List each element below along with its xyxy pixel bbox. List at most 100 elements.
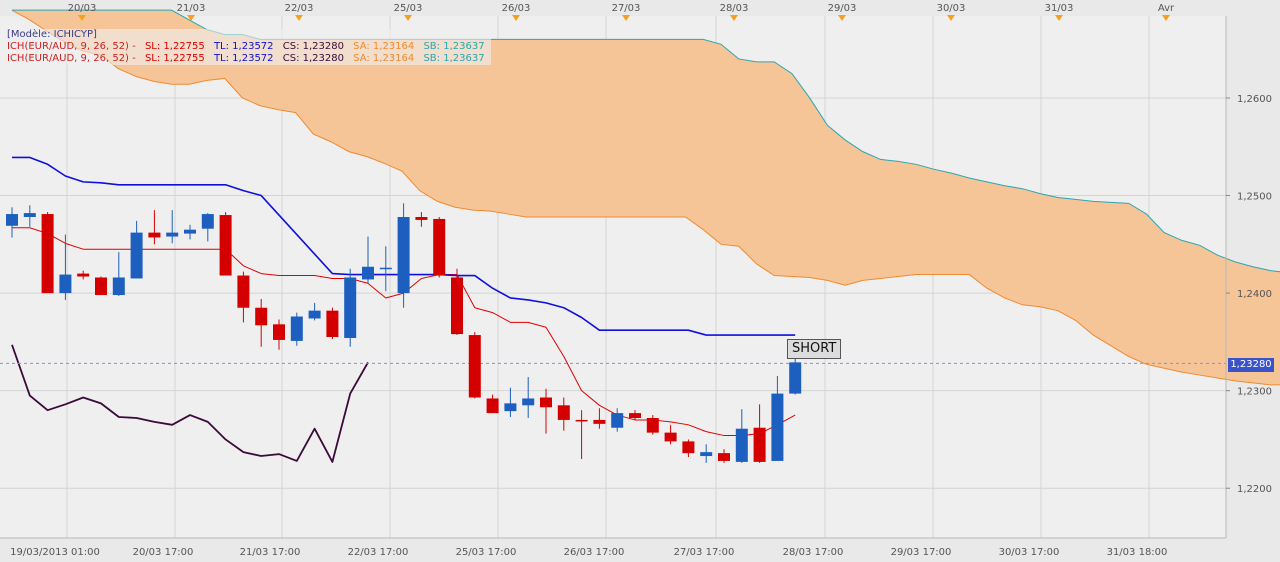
bottom-axis-time-label: 31/03 18:00 (1107, 547, 1168, 558)
candle-body (219, 215, 232, 276)
candle-body (735, 428, 748, 462)
bottom-axis-time-label: 25/03 17:00 (456, 547, 517, 558)
candle (433, 216, 446, 278)
price-tick-label: 1,2500 (1237, 192, 1272, 203)
price-tick-label: 1,2400 (1237, 289, 1272, 300)
date-marker-triangle (404, 15, 412, 21)
legend-tl: TL: 1,23572 (213, 53, 274, 64)
candle-body (184, 229, 196, 234)
short-signal-label[interactable]: SHORT (787, 339, 842, 359)
candle (237, 271, 250, 323)
date-marker-triangle (512, 15, 520, 21)
candle-body (646, 417, 659, 433)
candle-body (344, 277, 357, 338)
candle-body (95, 277, 107, 296)
legend-sl: SL: 1,22755 (144, 53, 205, 64)
candle (646, 415, 659, 435)
candle-body (664, 432, 677, 442)
bottom-axis-time-label: 19/03/2013 01:00 (10, 547, 100, 558)
candle (415, 212, 428, 227)
bottom-axis-time-label: 28/03 17:00 (783, 547, 844, 558)
candle (290, 312, 303, 346)
candle (148, 210, 161, 245)
chikou-span-line (11, 344, 369, 463)
legend-sa: SA: 1,23164 (353, 41, 415, 52)
bottom-axis-time-label: 27/03 17:00 (674, 547, 735, 558)
candle (273, 319, 285, 350)
candle-body (468, 335, 481, 398)
candle-body (575, 419, 588, 422)
candle-body (255, 307, 268, 326)
candle-body (504, 403, 517, 412)
candle-body (753, 427, 766, 462)
candle-body (130, 232, 143, 279)
candle (166, 210, 179, 244)
candle (735, 409, 748, 463)
candle-body (700, 452, 713, 457)
bottom-axis-time-label: 21/03 17:00 (240, 547, 301, 558)
current-price-tag: 1,23280 (1228, 358, 1274, 372)
candle (308, 302, 321, 321)
candle (130, 220, 143, 279)
candle (718, 449, 730, 463)
date-marker-triangle (730, 15, 738, 21)
candle (771, 376, 784, 461)
candle (201, 213, 214, 242)
candle (326, 307, 339, 339)
top-axis-date-label: 22/03 (285, 3, 314, 14)
top-axis-date-label: 26/03 (502, 3, 531, 14)
candle-body (611, 413, 624, 428)
date-marker-triangle (295, 15, 303, 21)
candle-body (522, 398, 535, 406)
time-axis-top-background (0, 0, 1280, 16)
model-label: [Modèle: ICHICYP] (7, 29, 97, 40)
legend-sb: SB: 1,23637 (423, 41, 485, 52)
candle-body (362, 266, 374, 280)
price-tick-label: 1,2300 (1237, 387, 1272, 398)
date-marker-triangle (622, 15, 630, 21)
candle (789, 357, 802, 395)
candle (59, 234, 72, 300)
candle (575, 410, 588, 459)
candle (664, 424, 677, 445)
candle-body (41, 214, 54, 294)
legend-instrument: ICH(EUR/AUD, 9, 26, 52) - (7, 41, 136, 52)
candle-body (451, 277, 463, 335)
candle-body (308, 310, 321, 319)
candles (6, 203, 802, 463)
top-axis-date-label: 20/03 (68, 3, 97, 14)
candle-body (290, 316, 303, 341)
legend-tl: TL: 1,23572 (213, 41, 274, 52)
candle (362, 236, 374, 284)
candle (611, 408, 624, 432)
top-axis-date-label: 21/03 (177, 3, 206, 14)
candle (682, 439, 695, 458)
kumo-cloud (12, 10, 1280, 385)
date-marker-triangle (947, 15, 955, 21)
candle-body (148, 232, 161, 238)
candle-body (59, 274, 72, 294)
candle (468, 332, 481, 399)
top-axis-date-label: 31/03 (1045, 3, 1074, 14)
senkou-span-a-line (11, 9, 1280, 386)
candle (593, 408, 606, 429)
candle (344, 268, 357, 347)
legend-row: ICH(EUR/AUD, 9, 26, 52) - SL: 1,22755 TL… (7, 53, 491, 65)
candle-body (789, 362, 802, 394)
candle-body (77, 273, 90, 277)
candle-body (273, 324, 285, 340)
date-marker-triangle (187, 15, 195, 21)
top-axis-date-label: 29/03 (828, 3, 857, 14)
bottom-axis-time-label: 26/03 17:00 (564, 547, 625, 558)
top-axis-date-label: Avr (1158, 3, 1175, 14)
top-axis-date-label: 25/03 (394, 3, 423, 14)
candle (451, 268, 463, 336)
candle-body (23, 213, 36, 217)
candle-body (771, 393, 784, 461)
candle-body (557, 405, 570, 420)
bottom-axis-time-label: 30/03 17:00 (999, 547, 1060, 558)
date-marker-triangle (1055, 15, 1063, 21)
top-axis-date-label: 28/03 (720, 3, 749, 14)
